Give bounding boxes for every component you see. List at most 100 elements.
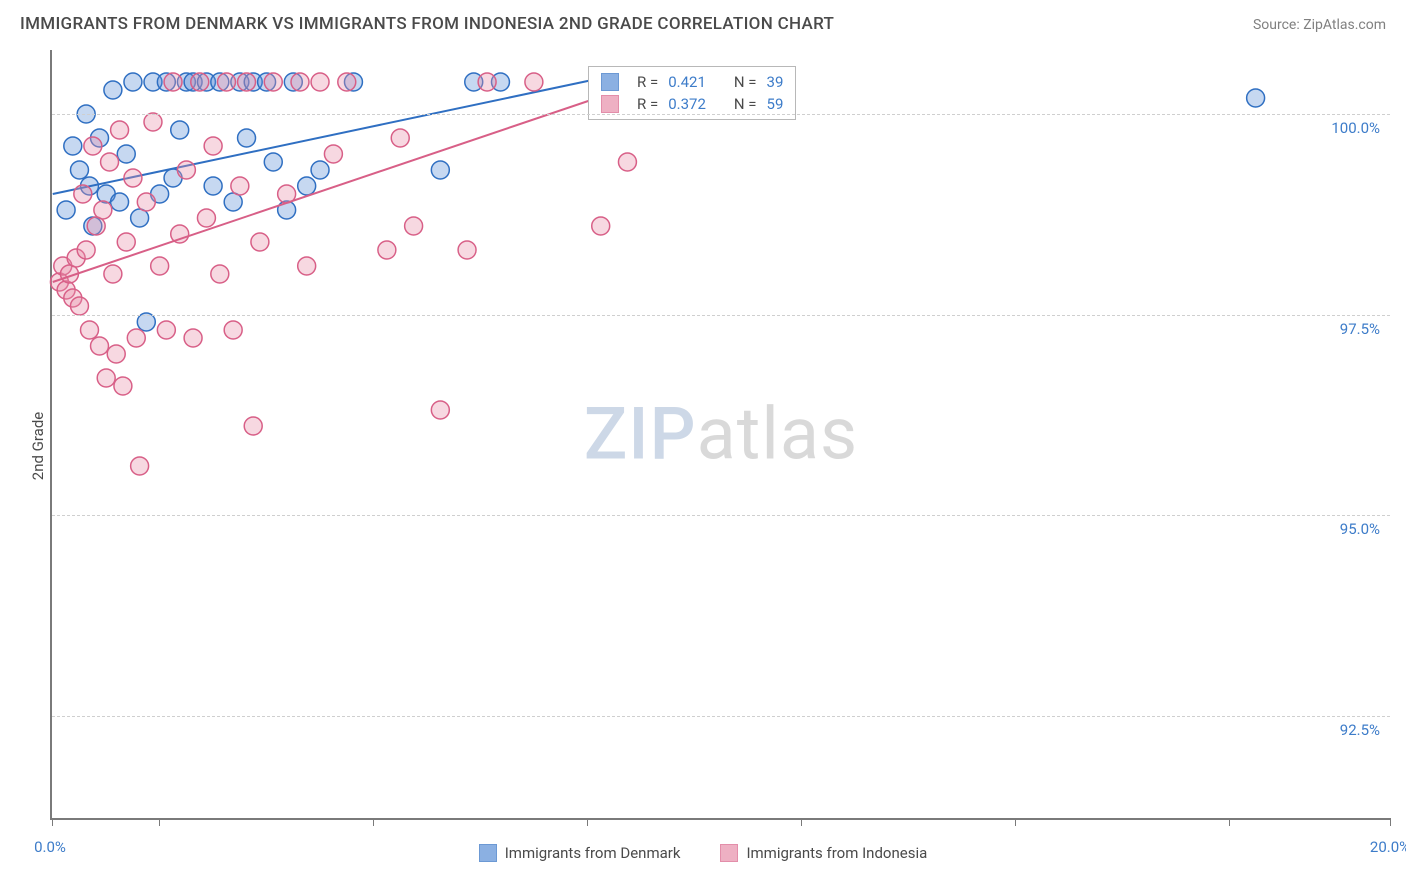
data-point [231,177,249,195]
legend-item-indonesia: Immigrants from Indonesia [720,844,927,862]
data-point [478,73,496,91]
data-point [197,209,215,227]
x-tick [1015,818,1016,826]
data-point [57,201,75,219]
y-tick-label: 92.5% [1340,721,1380,739]
stats-r-label: R = [637,95,658,113]
x-tick [801,818,802,826]
data-point [84,137,102,155]
data-point [124,73,142,91]
data-point [405,217,423,235]
chart-header: IMMIGRANTS FROM DENMARK VS IMMIGRANTS FR… [20,14,1386,34]
data-point [298,257,316,275]
data-point [104,81,122,99]
data-point [191,73,209,91]
stats-row: R = 0.421 N = 39 [601,71,783,93]
x-tick [159,818,160,826]
data-point [70,297,88,315]
data-point [204,177,222,195]
data-point [137,193,155,211]
data-point [264,153,282,171]
data-point [97,369,115,387]
y-tick-label: 97.5% [1340,320,1380,338]
data-point [311,161,329,179]
data-point [137,313,155,331]
data-point [298,177,316,195]
data-point [311,73,329,91]
data-point [114,377,132,395]
data-point [264,73,282,91]
stats-r-label: R = [637,73,658,91]
data-point [117,145,135,163]
grid-line [52,515,1390,516]
grid-line [52,716,1390,717]
x-tick [52,818,53,826]
data-point [107,345,125,363]
bottom-legend: Immigrants from Denmark Immigrants from … [0,844,1406,862]
legend-swatch-indonesia [720,844,738,862]
data-point [251,233,269,251]
data-point [117,233,135,251]
data-point [391,129,409,147]
legend-label-denmark: Immigrants from Denmark [505,844,681,862]
data-point [127,329,145,347]
data-point [74,185,92,203]
data-point [525,73,543,91]
data-point [458,241,476,259]
data-point [378,241,396,259]
data-point [164,73,182,91]
data-point [218,73,236,91]
data-point [111,193,129,211]
x-tick [587,818,588,826]
data-point [1247,89,1265,107]
data-point [431,161,449,179]
data-point [94,201,112,219]
data-point [324,145,342,163]
stats-r-value: 0.421 [668,73,706,91]
x-tick [1390,818,1391,826]
data-point [101,153,119,171]
data-point [81,321,99,339]
data-point [431,401,449,419]
data-point [64,137,82,155]
stats-n-label: N = [734,95,757,113]
data-point [244,417,262,435]
chart-svg [52,50,1390,818]
data-point [157,321,175,339]
data-point [104,265,122,283]
y-axis-label: 2nd Grade [29,412,47,480]
data-point [238,73,256,91]
y-tick-label: 95.0% [1340,520,1380,538]
stats-box: R =0.421N =39R =0.372N =59 [588,66,796,120]
stats-swatch [601,73,619,91]
legend-item-denmark: Immigrants from Denmark [479,844,681,862]
data-point [171,121,189,139]
stats-n-label: N = [734,73,757,91]
legend-swatch-denmark [479,844,497,862]
data-point [124,169,142,187]
data-point [238,129,256,147]
y-tick-label: 100.0% [1331,119,1380,137]
data-point [111,121,129,139]
data-point [151,257,169,275]
data-point [144,113,162,131]
stats-row: R =0.372N =59 [601,93,783,115]
stats-r-value: 0.372 [668,95,706,113]
stats-n-value: 39 [767,73,784,91]
chart-title: IMMIGRANTS FROM DENMARK VS IMMIGRANTS FR… [20,14,834,34]
x-tick [1229,818,1230,826]
data-point [338,73,356,91]
data-point [91,337,109,355]
stats-swatch [601,95,619,113]
data-point [77,241,95,259]
legend-label-indonesia: Immigrants from Indonesia [746,844,927,862]
chart-source: Source: ZipAtlas.com [1253,17,1386,33]
grid-line [52,315,1390,316]
data-point [70,161,88,179]
data-point [177,161,195,179]
data-point [131,457,149,475]
x-tick [373,818,374,826]
data-point [592,217,610,235]
data-point [618,153,636,171]
plot-area: ZIPatlas R =0.421N =39R =0.372N =59 100.… [50,50,1390,820]
